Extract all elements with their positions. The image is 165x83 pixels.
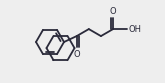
Text: O: O xyxy=(110,7,116,16)
Text: O: O xyxy=(73,50,80,59)
Text: OH: OH xyxy=(128,25,141,34)
